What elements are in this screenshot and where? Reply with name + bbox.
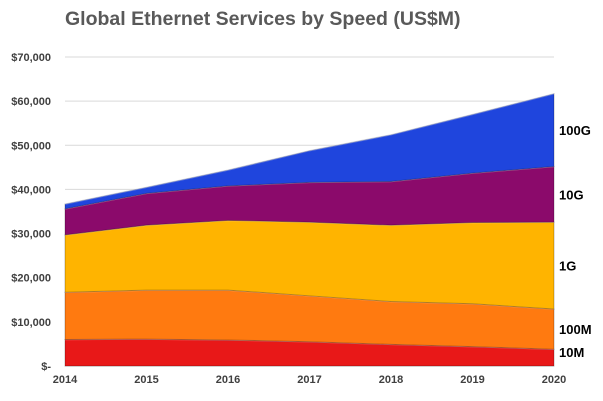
series-label-1g: 1G bbox=[559, 259, 576, 274]
x-tick-label: 2020 bbox=[542, 374, 566, 386]
series-label-100g: 100G bbox=[559, 123, 591, 138]
series-label-100m: 100M bbox=[559, 322, 592, 337]
area-10m bbox=[64, 338, 555, 367]
series-label-10m: 10M bbox=[559, 345, 584, 360]
y-tick-label: $30,000 bbox=[11, 229, 51, 241]
x-tick-label: 2019 bbox=[460, 374, 484, 386]
x-tick-label: 2015 bbox=[134, 374, 158, 386]
y-tick-label: $10,000 bbox=[11, 317, 51, 329]
y-tick-label: $60,000 bbox=[11, 96, 51, 108]
y-tick-label: $40,000 bbox=[11, 184, 51, 196]
y-tick-label: $50,000 bbox=[11, 140, 51, 152]
x-tick-label: 2016 bbox=[216, 374, 240, 386]
y-axis: $- $10,000 $20,000 $30,000 $40,000 $50,000 $60… bbox=[11, 52, 51, 373]
series-labels: 10M 100M 1G 10G 100G bbox=[559, 123, 592, 360]
series-areas bbox=[64, 92, 555, 367]
area-100g bbox=[64, 92, 555, 210]
x-axis: 2014 2015 2016 2017 2018 2019 2020 bbox=[53, 374, 566, 386]
x-tick-label: 2017 bbox=[297, 374, 321, 386]
area-1g bbox=[64, 219, 555, 310]
x-tick-label: 2014 bbox=[53, 374, 78, 386]
y-tick-label: $20,000 bbox=[11, 273, 51, 285]
area-10g bbox=[64, 165, 555, 236]
y-tick-label: $- bbox=[41, 361, 51, 373]
chart-title: Global Ethernet Services by Speed (US$M) bbox=[65, 8, 461, 30]
series-label-10g: 10G bbox=[559, 187, 584, 202]
y-tick-label: $70,000 bbox=[11, 52, 51, 64]
x-tick-label: 2018 bbox=[379, 374, 403, 386]
area-ridge-100g bbox=[64, 92, 555, 205]
